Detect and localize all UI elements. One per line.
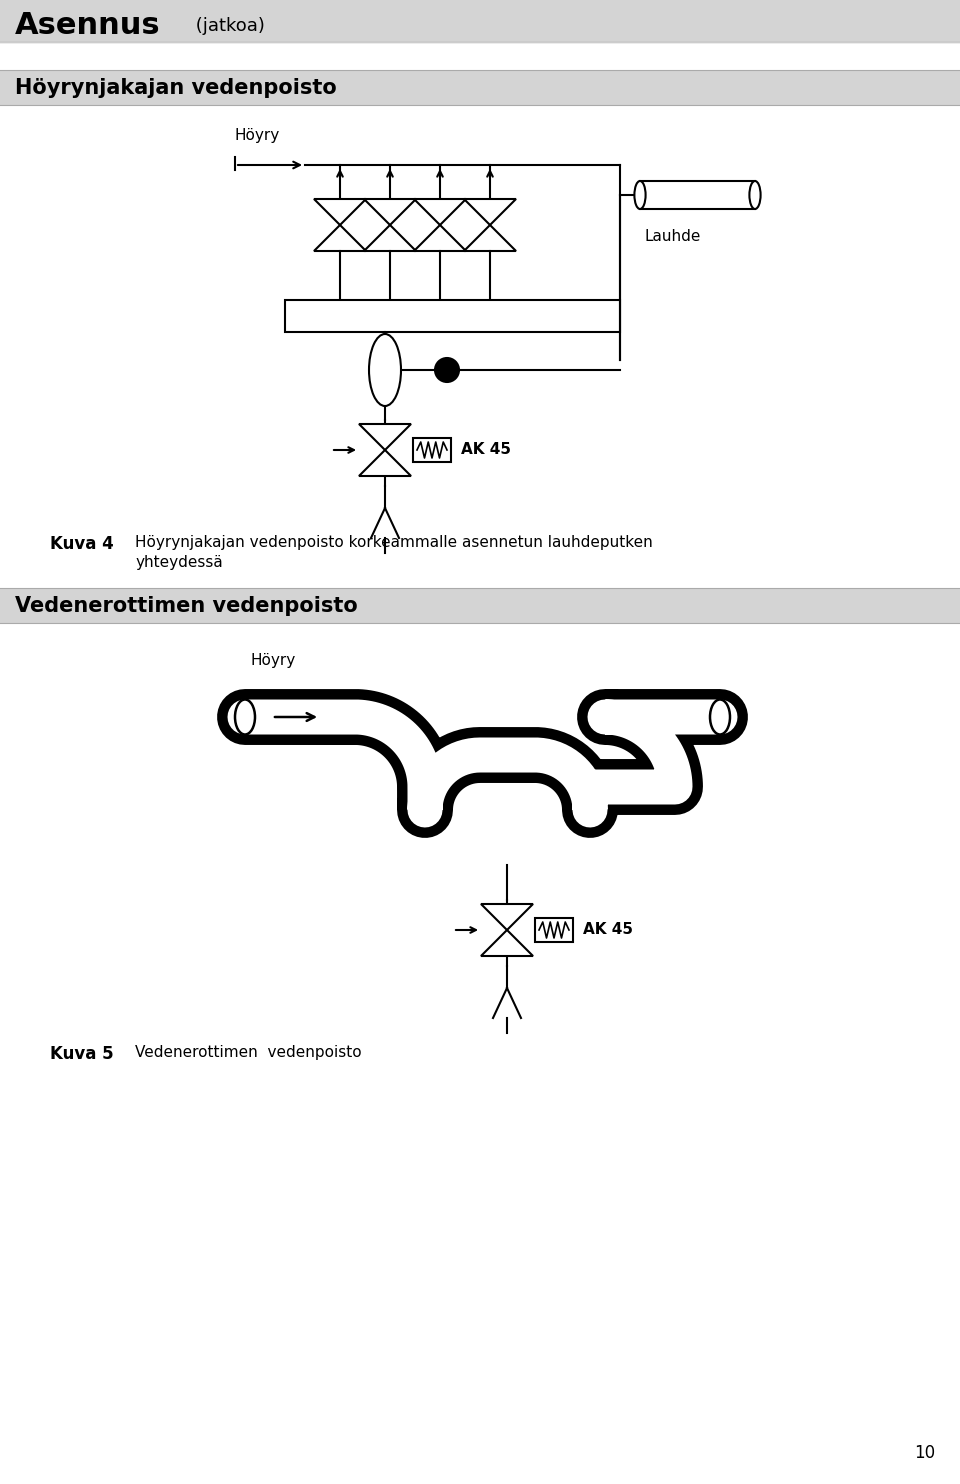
Bar — [285, 300, 620, 332]
Text: Höyry: Höyry — [235, 128, 280, 142]
Ellipse shape — [710, 699, 730, 735]
Text: Asennus: Asennus — [15, 12, 160, 40]
Text: (jatkoa): (jatkoa) — [190, 16, 265, 36]
Text: AK 45: AK 45 — [461, 442, 511, 457]
Ellipse shape — [369, 334, 401, 407]
Polygon shape — [481, 930, 533, 956]
Bar — [0, 0, 960, 42]
Bar — [535, 919, 573, 942]
Text: Lauhde: Lauhde — [645, 229, 702, 243]
Circle shape — [435, 358, 459, 381]
Text: Kuva 5: Kuva 5 — [50, 1045, 113, 1063]
Ellipse shape — [750, 181, 760, 209]
Polygon shape — [314, 199, 366, 226]
Text: Höyrynjakajan vedenpoisto korkeammalle asennetun lauhdeputken: Höyrynjakajan vedenpoisto korkeammalle a… — [135, 536, 653, 551]
Text: Höyry: Höyry — [250, 653, 296, 668]
Ellipse shape — [635, 181, 645, 209]
Text: Vedenerottimen vedenpoisto: Vedenerottimen vedenpoisto — [15, 595, 358, 616]
Polygon shape — [364, 199, 416, 226]
Ellipse shape — [235, 699, 255, 735]
Polygon shape — [359, 450, 411, 476]
Text: Vedenerottimen  vedenpoisto: Vedenerottimen vedenpoisto — [135, 1045, 362, 1060]
Text: AK 45: AK 45 — [583, 923, 633, 938]
Text: yhteydessä: yhteydessä — [135, 555, 223, 570]
Polygon shape — [314, 226, 366, 251]
Text: 10: 10 — [914, 1444, 935, 1462]
Polygon shape — [481, 904, 533, 930]
Bar — [413, 438, 451, 462]
Bar — [640, 181, 755, 209]
Polygon shape — [464, 199, 516, 226]
Bar — [0, 70, 960, 105]
Bar — [0, 588, 960, 623]
Text: Höyrynjakajan vedenpoisto: Höyrynjakajan vedenpoisto — [15, 77, 337, 98]
Text: Kuva 4: Kuva 4 — [50, 536, 113, 554]
Polygon shape — [364, 226, 416, 251]
Polygon shape — [414, 199, 466, 226]
Polygon shape — [464, 226, 516, 251]
Polygon shape — [414, 226, 466, 251]
Polygon shape — [359, 424, 411, 450]
